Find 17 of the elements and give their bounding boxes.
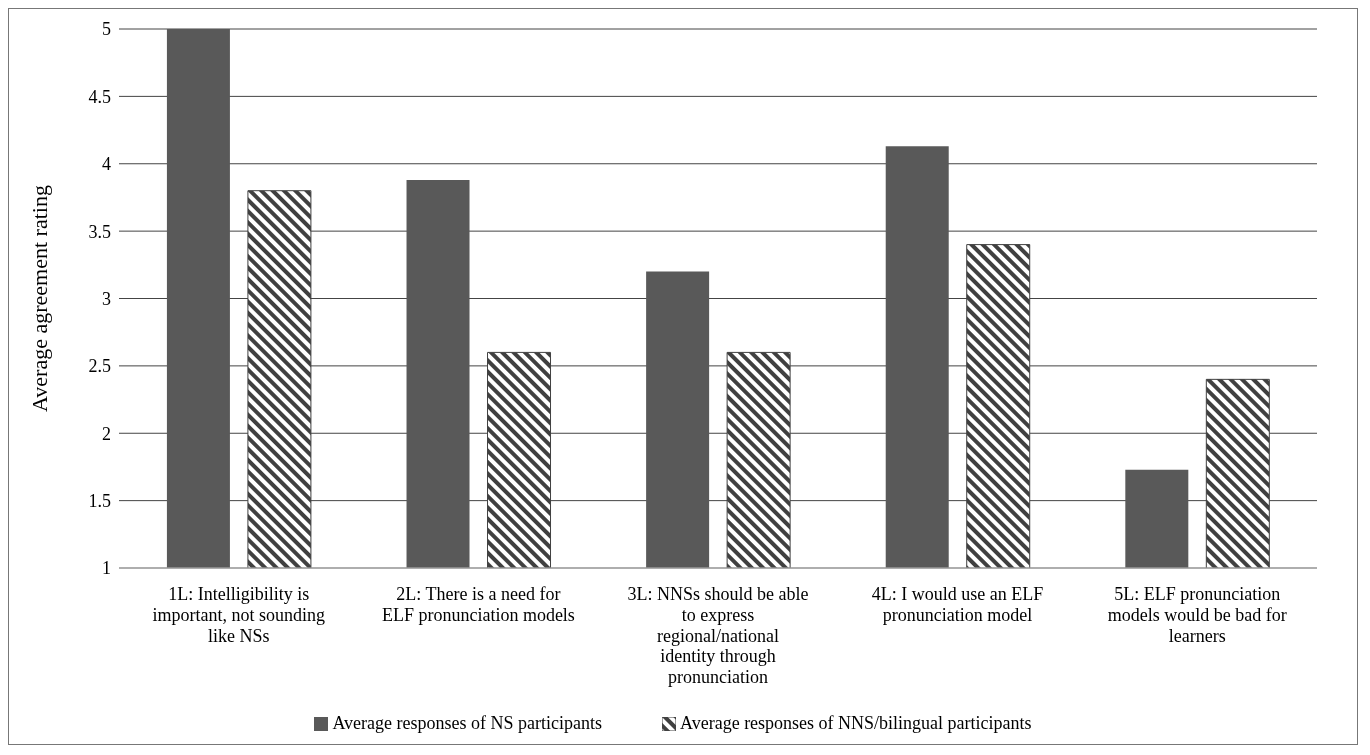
y-tick-label: 5 <box>102 19 111 40</box>
x-tick-label: 3L: NNSs should be able to express regional/national identity through pronunciation <box>627 584 809 687</box>
y-tick-label: 2 <box>102 423 111 444</box>
y-axis-title: Average agreement rating <box>26 185 52 412</box>
y-tick-label: 3 <box>102 288 111 309</box>
legend-label: Average responses of NNS/bilingual participants <box>680 713 1032 734</box>
x-tick-label: 5L: ELF pronunciation models would be bad for learners <box>1107 584 1287 646</box>
y-tick-label: 4 <box>102 154 111 175</box>
legend-label: Average responses of NS participants <box>332 713 602 734</box>
y-tick-label: 1.5 <box>88 491 111 512</box>
y-tick-label: 2.5 <box>88 356 111 377</box>
y-tick-label: 4.5 <box>88 86 111 107</box>
x-tick-label: 4L: I would use an ELF pronunciation model <box>871 584 1044 625</box>
x-tick-label: 1L: Intelligibility is important, not sounding like NSs <box>152 584 326 646</box>
x-tick-label: 2L: There is a need for ELF pronunciation models <box>381 584 575 625</box>
y-tick-label: 1 <box>102 558 111 579</box>
y-tick-label: 3.5 <box>88 221 111 242</box>
